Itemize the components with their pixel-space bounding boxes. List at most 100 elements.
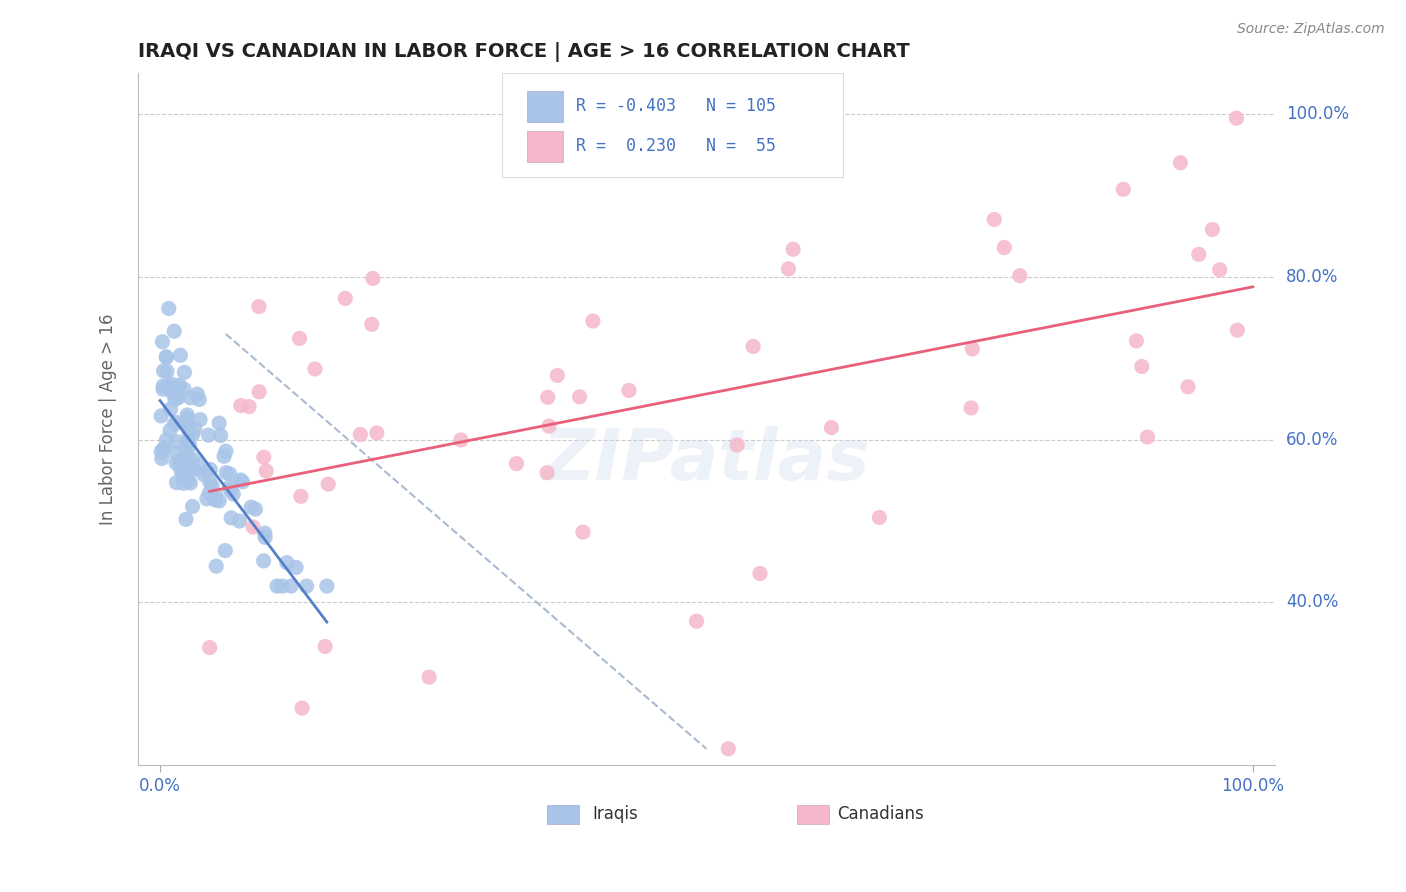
Point: [1130, 359, 1153, 374]
Point: [183, 463, 205, 477]
Point: [202, 491, 225, 506]
Point: [1170, 155, 1192, 169]
Point: [163, 417, 186, 432]
Point: [159, 424, 181, 438]
Point: [173, 382, 195, 396]
Point: [174, 512, 197, 526]
Point: [198, 475, 221, 489]
Point: [304, 362, 326, 376]
Point: [153, 442, 176, 456]
Text: 80.0%: 80.0%: [1286, 268, 1339, 285]
Point: [172, 468, 194, 483]
Point: [176, 411, 198, 425]
Point: [450, 433, 472, 447]
Point: [169, 453, 191, 467]
Point: [204, 493, 226, 508]
Point: [152, 442, 174, 457]
Point: [195, 491, 218, 506]
Point: [165, 415, 187, 429]
Point: [254, 464, 277, 478]
Point: [181, 500, 204, 514]
Point: [778, 261, 800, 276]
Point: [229, 473, 252, 487]
Point: [247, 300, 270, 314]
Point: [198, 640, 221, 655]
Point: [537, 419, 560, 434]
Text: 100.0%: 100.0%: [1286, 105, 1348, 123]
Point: [159, 402, 181, 417]
Point: [208, 416, 231, 430]
Point: [181, 460, 204, 475]
Point: [179, 427, 201, 442]
Point: [960, 401, 983, 415]
Point: [749, 566, 772, 581]
Point: [536, 466, 558, 480]
Bar: [547, 805, 579, 824]
Point: [285, 560, 308, 574]
Point: [314, 640, 336, 654]
Point: [962, 342, 984, 356]
Bar: [527, 131, 564, 162]
Point: [208, 494, 231, 508]
Bar: [527, 91, 564, 122]
Point: [315, 579, 337, 593]
Point: [316, 477, 339, 491]
Point: [295, 579, 318, 593]
Point: [197, 428, 219, 442]
Point: [266, 579, 288, 593]
Point: [238, 400, 260, 414]
Point: [222, 487, 245, 501]
Point: [170, 464, 193, 478]
Point: [179, 391, 201, 405]
Point: [177, 474, 200, 488]
Point: [247, 384, 270, 399]
Point: [215, 444, 238, 458]
Text: Iraqis: Iraqis: [593, 805, 638, 822]
Point: [1112, 182, 1135, 196]
Point: [176, 451, 198, 466]
Point: [820, 420, 842, 434]
Point: [173, 456, 195, 470]
Y-axis label: In Labor Force | Age > 16: In Labor Force | Age > 16: [100, 313, 117, 525]
Point: [271, 579, 294, 593]
Point: [1201, 222, 1223, 236]
Point: [240, 500, 263, 515]
Point: [1125, 334, 1147, 348]
Point: [349, 427, 371, 442]
Point: [291, 701, 314, 715]
Point: [155, 350, 177, 364]
Point: [568, 390, 591, 404]
Point: [725, 438, 748, 452]
Point: [617, 384, 640, 398]
Point: [335, 292, 357, 306]
Point: [167, 380, 190, 394]
Point: [156, 364, 179, 378]
Point: [173, 365, 195, 379]
Point: [205, 559, 228, 574]
Point: [188, 457, 211, 471]
Point: [179, 438, 201, 452]
Point: [212, 449, 235, 463]
Text: 60.0%: 60.0%: [1286, 431, 1339, 449]
Point: [166, 434, 188, 449]
Point: [276, 556, 298, 570]
Point: [195, 465, 218, 479]
Point: [418, 670, 440, 684]
Point: [582, 314, 605, 328]
Point: [169, 378, 191, 392]
Point: [188, 392, 211, 407]
Point: [181, 428, 204, 442]
Point: [1188, 247, 1211, 261]
Point: [177, 421, 200, 435]
Point: [1209, 262, 1232, 277]
Point: [228, 514, 250, 528]
Point: [242, 520, 264, 534]
Point: [366, 425, 388, 440]
Point: [546, 368, 568, 383]
Point: [167, 391, 190, 405]
Point: [198, 486, 221, 500]
Point: [174, 466, 197, 480]
Point: [160, 384, 183, 399]
Point: [360, 318, 382, 332]
Point: [219, 483, 242, 498]
